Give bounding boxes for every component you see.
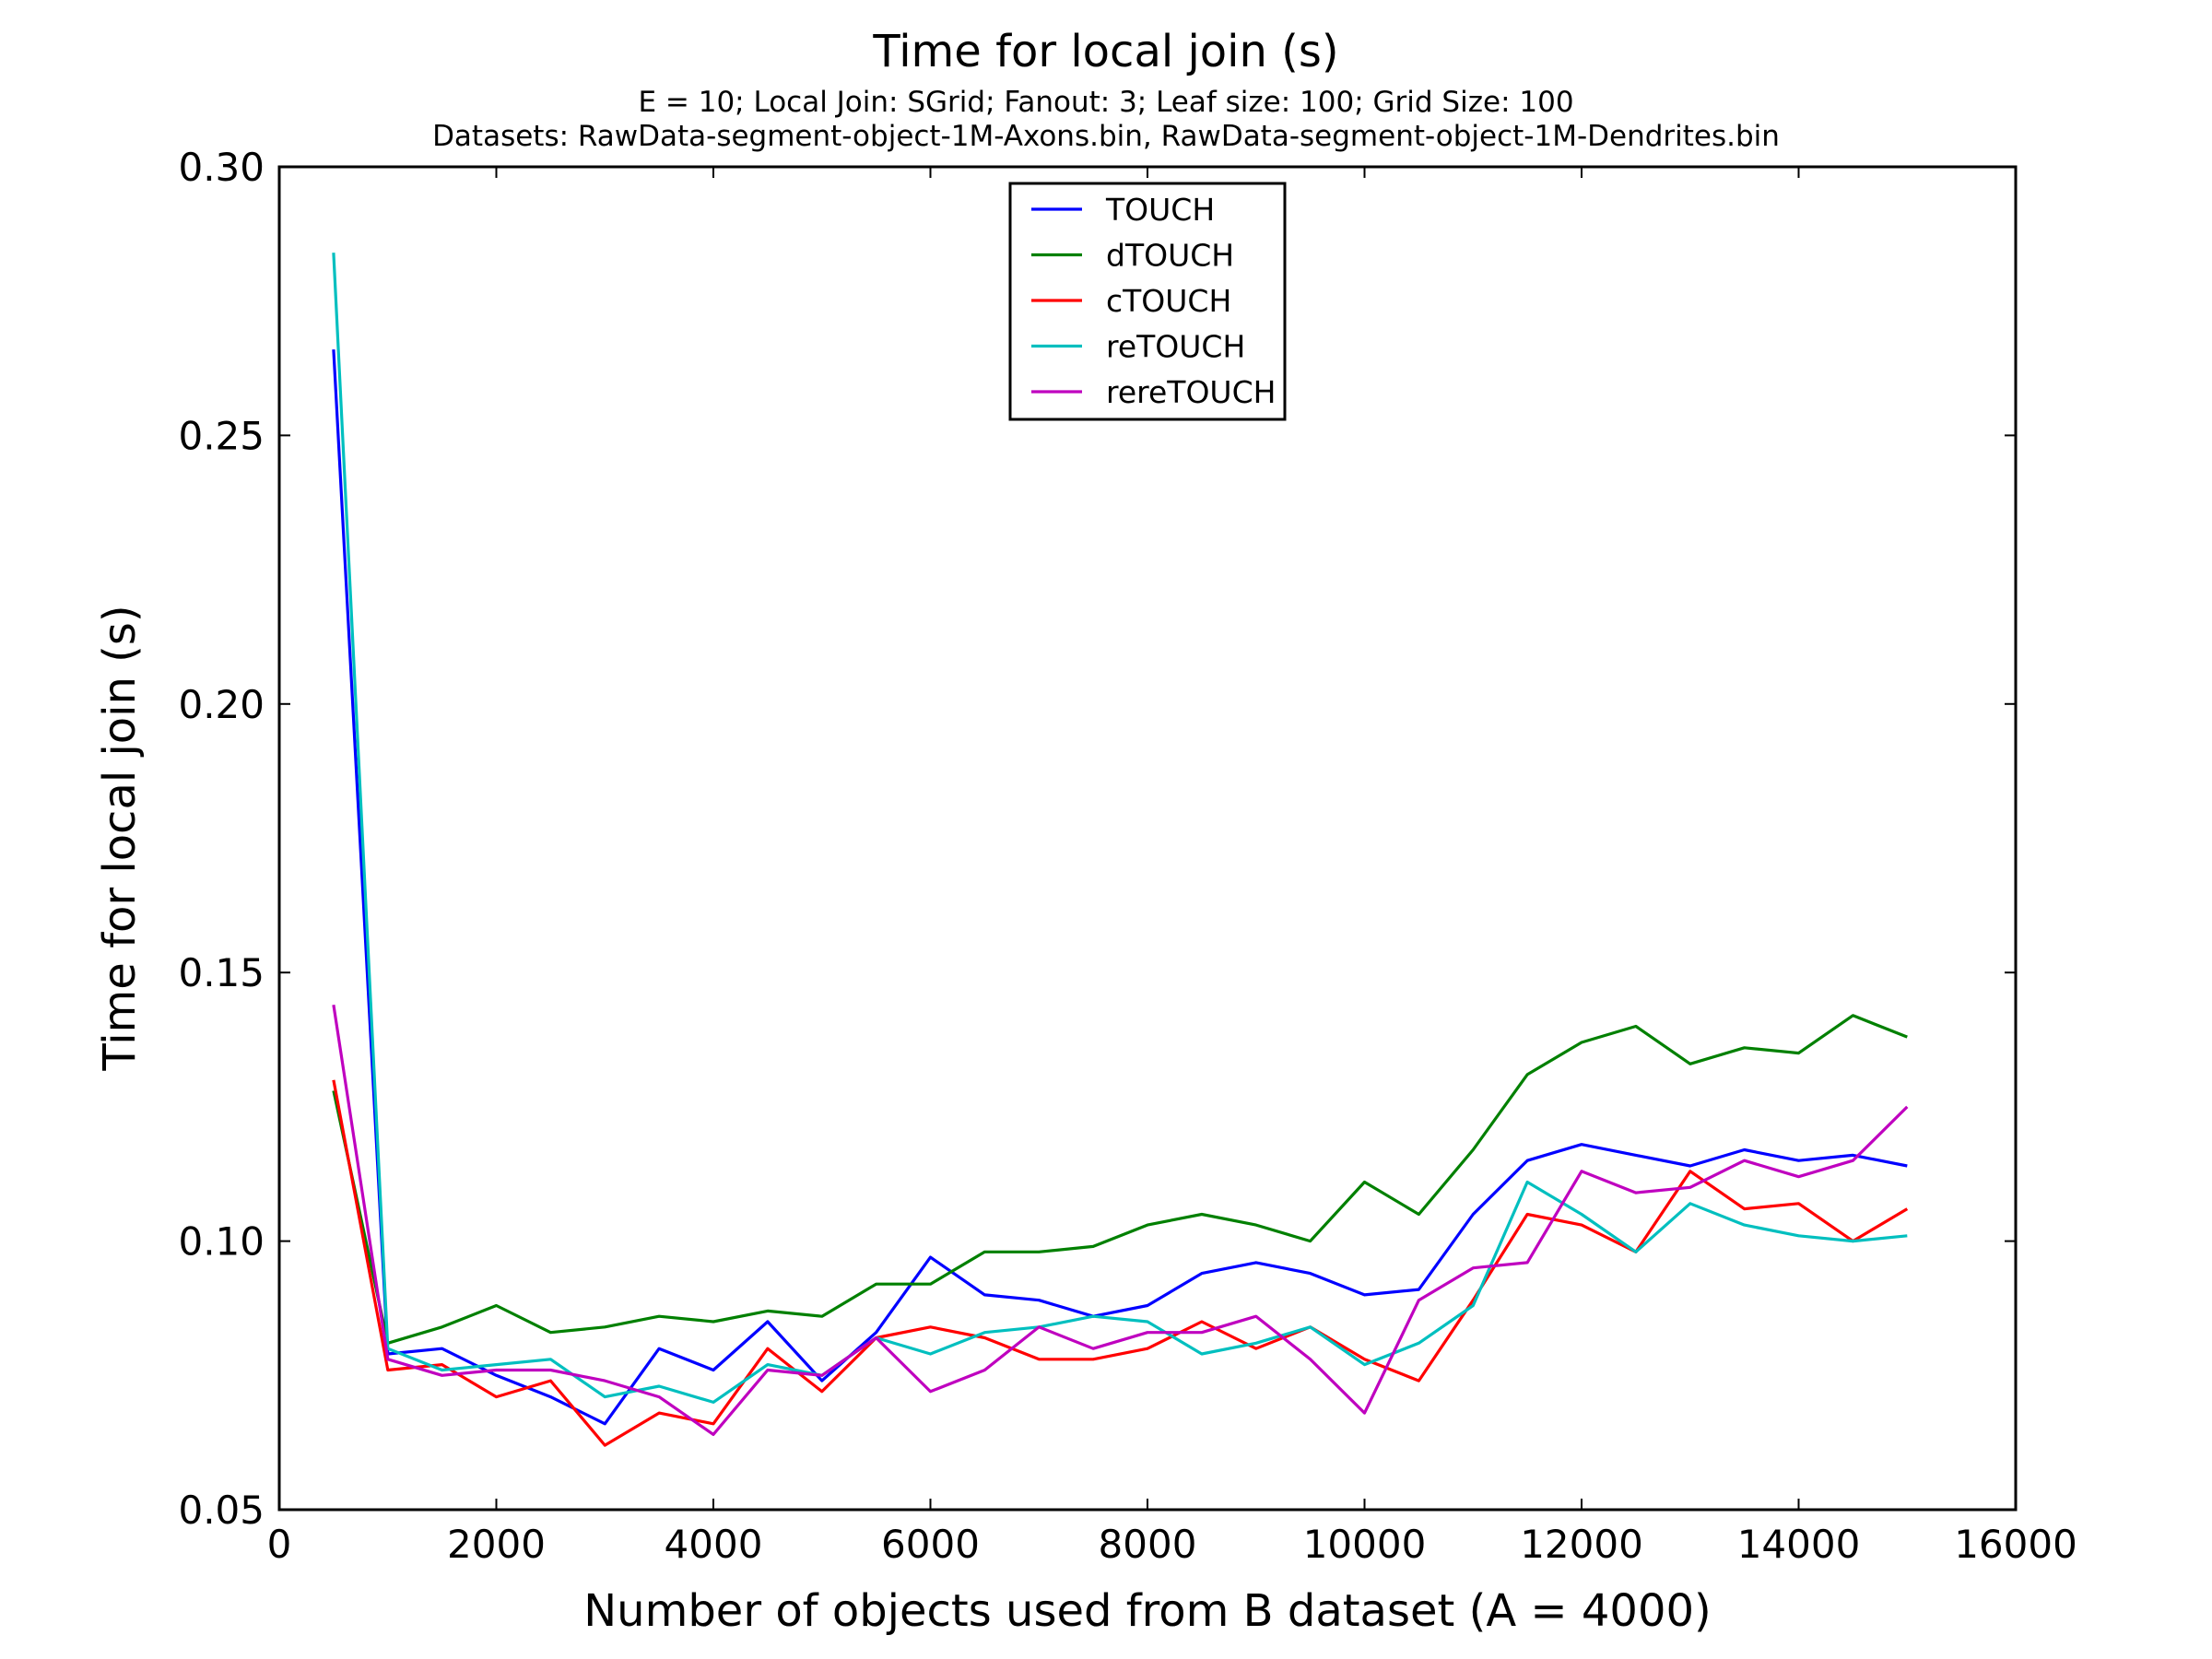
series-line-touch	[332, 349, 1908, 1426]
series-line-dtouch	[332, 1014, 1908, 1345]
x-tick-label: 6000	[881, 1522, 980, 1567]
y-tick-label: 0.10	[178, 1219, 265, 1265]
legend: TOUCH dTOUCH cTOUCH reTOUCH rereTOUCH	[1008, 182, 1287, 421]
y-tick-label: 0.15	[178, 950, 265, 995]
chart-subtitle-line-1: E = 10; Local Join: SGrid; Fanout: 3; Le…	[638, 86, 1573, 119]
x-tick-label: 14000	[1737, 1522, 1861, 1567]
plot-area-frame	[277, 165, 2018, 1512]
x-tick-label: 4000	[665, 1522, 763, 1567]
x-tick-label: 2000	[447, 1522, 546, 1567]
legend-label-dtouch: dTOUCH	[1106, 238, 1234, 274]
legend-label-retouch: reTOUCH	[1106, 329, 1245, 365]
series-line-ctouch	[332, 1079, 1909, 1447]
tick-layer: 0 2000 4000 6000 8000 10000 12000 14000 16000 0.0…	[178, 145, 2077, 1567]
x-tick-label: 8000	[1099, 1522, 1197, 1567]
legend-label-ctouch: cTOUCH	[1106, 283, 1231, 319]
x-tick-label: 0	[267, 1522, 292, 1567]
chart-subtitle-line-2: Datasets: RawData-segment-object-1M-Axon…	[432, 120, 1780, 153]
y-tick-label: 0.25	[178, 413, 265, 458]
y-tick-label: 0.30	[178, 145, 265, 190]
y-tick-label: 0.20	[178, 682, 265, 727]
series-line-reretouch	[332, 1004, 1909, 1437]
legend-label-touch: TOUCH	[1105, 192, 1215, 228]
chart-title: Time for local join (s)	[872, 26, 1338, 77]
legend-label-reretouch: rereTOUCH	[1106, 374, 1276, 410]
x-tick-label: 12000	[1520, 1522, 1643, 1567]
x-tick-label: 16000	[1954, 1522, 2077, 1567]
series-line-retouch	[332, 253, 1908, 1405]
x-tick-label: 10000	[1303, 1522, 1427, 1567]
y-axis-label: Time for local join (s)	[94, 605, 146, 1071]
y-tick-label: 0.05	[178, 1488, 265, 1533]
x-axis-label: Number of objects used from B dataset (A…	[583, 1585, 1712, 1637]
series-layer	[332, 253, 1909, 1447]
